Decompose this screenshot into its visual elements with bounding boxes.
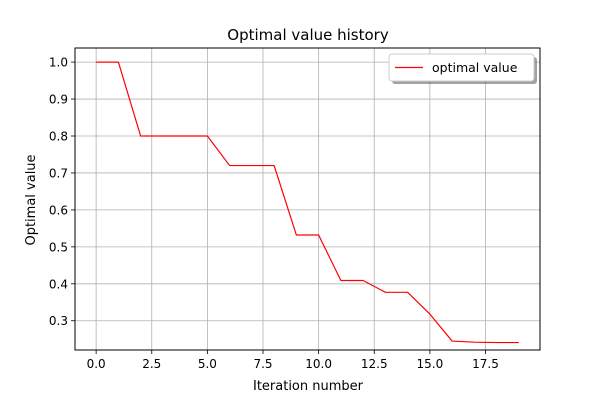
y-axis: 0.3 0.4 0.5 0.6 0.7 0.8 0.9 1.0 [49,56,75,328]
y-tick-label: 1.0 [49,56,68,70]
y-tick-label: 0.5 [49,240,68,254]
legend: optimal value [388,53,537,84]
y-tick-label: 0.3 [49,314,68,328]
plot-area [96,61,519,344]
x-tick-label: 7.5 [253,357,272,371]
grid [75,48,540,350]
x-tick-label: 15.0 [417,357,444,371]
legend-box [388,53,535,82]
x-tick-label: 10.0 [305,357,332,371]
y-tick-label: 0.6 [49,203,68,217]
x-tick-label: 2.5 [142,357,161,371]
x-axis-label: Iteration number [253,379,364,394]
x-tick-label: 17.5 [472,357,499,371]
y-axis-label: Optimal value [24,154,39,245]
x-tick-label: 0.0 [87,357,106,371]
y-tick-label: 0.9 [49,93,68,107]
y-tick-label: 0.4 [49,277,68,291]
series-line-optimal-value [96,61,519,344]
plot-frame [74,47,541,351]
x-axis: 0.0 2.5 5.0 7.5 10.0 12.5 15.0 17.5 [87,350,499,371]
y-tick-label: 0.7 [49,166,68,180]
y-tick-label: 0.8 [49,130,68,144]
legend-label: optimal value [432,60,518,75]
x-tick-label: 12.5 [361,357,388,371]
x-tick-label: 5.0 [198,357,217,371]
chart-title: Optimal value history [227,26,389,44]
